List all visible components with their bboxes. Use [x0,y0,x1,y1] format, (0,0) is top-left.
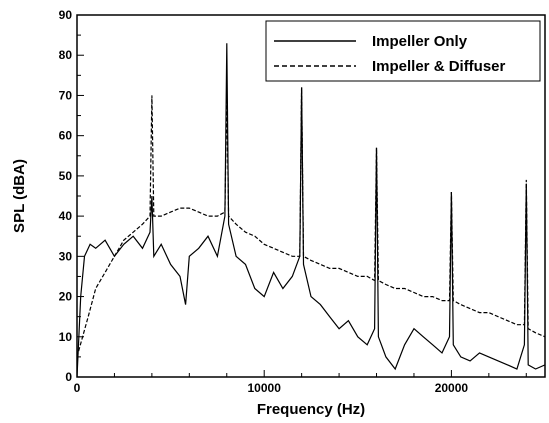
y-tick-label: 50 [59,169,73,183]
x-tick-label: 10000 [248,381,282,395]
y-tick-label: 70 [59,88,73,102]
x-tick-label: 0 [74,381,81,395]
y-tick-label: 40 [59,209,73,223]
y-tick-label: 60 [59,129,73,143]
y-tick-label: 80 [59,48,73,62]
legend-box [265,20,541,82]
series-layer [77,43,545,377]
x-axis: 0 10000 20000 [74,370,527,395]
series-line-impeller-only [77,43,545,377]
y-tick-label: 90 [59,8,73,22]
y-axis-title: SPL (dBA) [11,159,28,233]
x-tick-label: 20000 [435,381,469,395]
y-tick-label: 0 [65,370,72,384]
y-axis: 0 10 20 30 40 50 60 70 80 90 [59,8,84,384]
legend: Impeller Only Impeller & Diffuser [265,20,541,82]
y-tick-label: 30 [59,249,73,263]
y-tick-label: 20 [59,290,73,304]
legend-label-impeller-only: Impeller Only [372,33,468,50]
series-line-impeller-diffuser [77,87,545,358]
legend-label-impeller-diffuser: Impeller & Diffuser [372,58,506,75]
y-tick-label: 10 [59,330,73,344]
x-axis-title: Frequency (Hz) [257,401,365,418]
